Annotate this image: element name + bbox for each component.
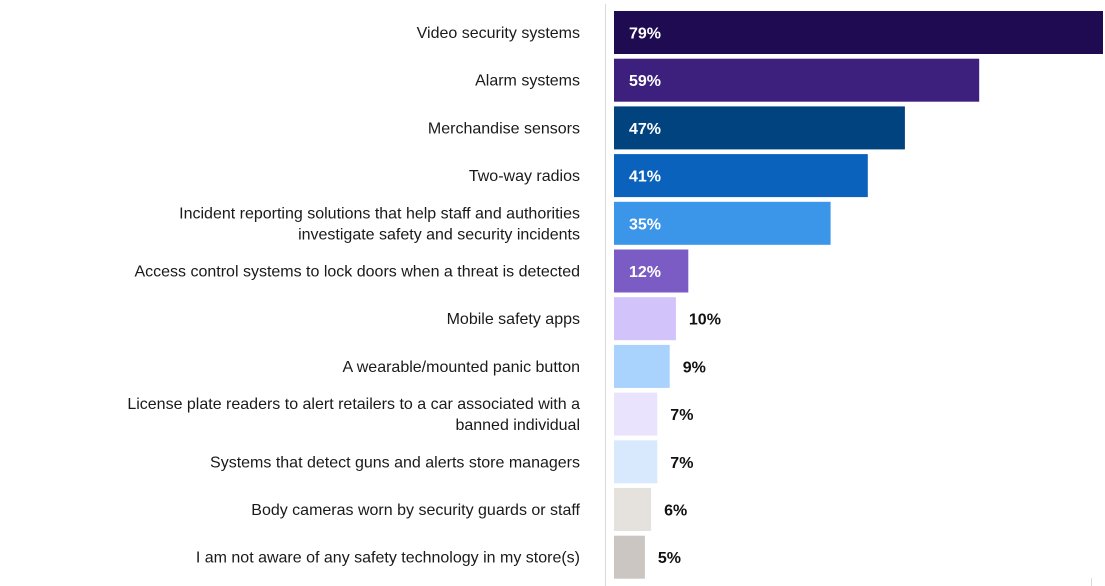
axis-layer [605,4,1092,586]
category-label: License plate readers to alert retailers… [127,396,580,434]
value-label: 41% [629,169,661,186]
category-label: Alarm systems [475,73,580,90]
bar [614,392,658,436]
category-label: Merchandise sensors [428,120,580,137]
bar [614,344,670,388]
value-label: 35% [629,216,661,233]
category-label: A wearable/mounted panic button [343,359,581,376]
value-label: 9% [683,359,706,376]
value-label: 47% [629,121,661,138]
value-label: 12% [629,264,661,281]
category-label: Body cameras worn by security guards or … [251,502,580,519]
category-label: Two-way radios [469,168,580,185]
value-label: 10% [689,312,721,329]
bar [614,201,831,245]
category-label: Systems that detect guns and alerts stor… [210,454,580,471]
value-label: 59% [629,73,661,90]
bar [614,58,980,102]
value-label: 7% [670,407,693,424]
bar [614,154,868,198]
category-labels: Video security systems Alarm systems Merch… [127,25,580,567]
bars-layer [614,11,1103,579]
value-label: 79% [629,26,661,43]
bar [614,249,689,293]
value-label: 7% [670,455,693,472]
value-labels: 79% 59% 47% 41% 35% 12% 10% 9% 7% 7% 6% 5% [629,26,721,568]
bar [614,488,652,531]
bar [614,440,658,484]
category-label: Video security systems [417,25,580,42]
category-label: Mobile safety apps [447,311,580,328]
value-label: 5% [658,550,681,567]
value-label: 6% [664,503,687,520]
category-label: Access control systems to lock doors whe… [134,264,580,281]
bar [614,297,676,341]
category-label: Incident reporting solutions that help s… [179,205,580,243]
bar [614,106,905,150]
bar [614,535,645,579]
category-label: I am not aware of any safety technology … [196,550,580,567]
bar [614,11,1103,54]
